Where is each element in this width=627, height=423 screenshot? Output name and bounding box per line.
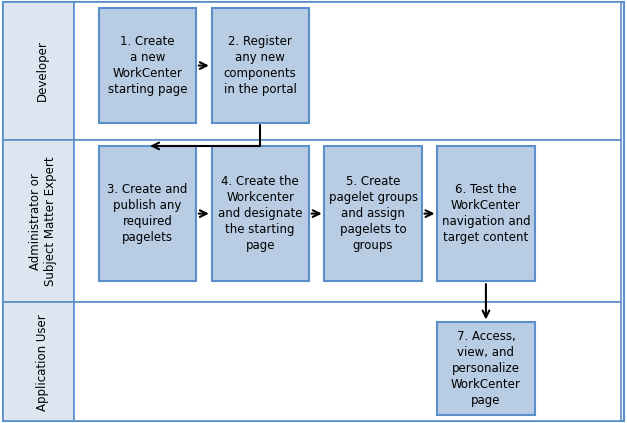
Bar [438,146,534,281]
Bar [74,2,621,140]
Bar [3,302,74,421]
Bar [98,8,196,123]
Bar [325,146,421,281]
Bar [438,322,534,415]
Bar [98,146,196,281]
Text: 7. Access,
view, and
personalize
WorkCenter
page: 7. Access, view, and personalize WorkCen… [451,330,521,407]
Text: Application User: Application User [36,314,49,411]
Text: Developer: Developer [36,40,49,101]
Text: 6. Test the
WorkCenter
navigation and
target content: 6. Test the WorkCenter navigation and ta… [441,183,530,244]
Bar [3,2,74,140]
Bar [211,8,308,123]
Text: Administrator or
Subject Matter Expert: Administrator or Subject Matter Expert [29,157,56,286]
Text: 4. Create the
Workcenter
and designate
the starting
page: 4. Create the Workcenter and designate t… [218,175,302,252]
Text: 2. Register
any new
components
in the portal: 2. Register any new components in the po… [224,35,297,96]
Bar [74,302,621,421]
Text: 3. Create and
publish any
required
pagelets: 3. Create and publish any required pagel… [107,183,187,244]
Bar [211,146,308,281]
Bar [74,140,621,302]
Bar [3,140,74,302]
Text: 5. Create
pagelet groups
and assign
pagelets to
groups: 5. Create pagelet groups and assign page… [329,175,418,252]
Text: 1. Create
a new
WorkCenter
starting page: 1. Create a new WorkCenter starting page [108,35,187,96]
